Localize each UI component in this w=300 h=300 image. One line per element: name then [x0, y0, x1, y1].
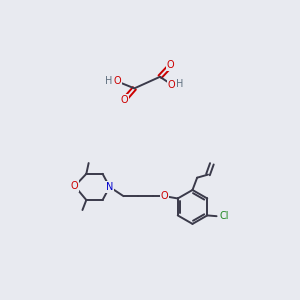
Text: H: H: [176, 79, 184, 89]
Text: O: O: [167, 60, 175, 70]
Text: N: N: [106, 182, 113, 192]
Text: O: O: [168, 80, 176, 89]
Text: O: O: [121, 95, 128, 105]
Text: O: O: [161, 191, 168, 201]
Text: Cl: Cl: [220, 211, 229, 221]
Text: O: O: [71, 181, 79, 191]
Text: H: H: [105, 76, 112, 86]
Text: O: O: [113, 76, 121, 86]
